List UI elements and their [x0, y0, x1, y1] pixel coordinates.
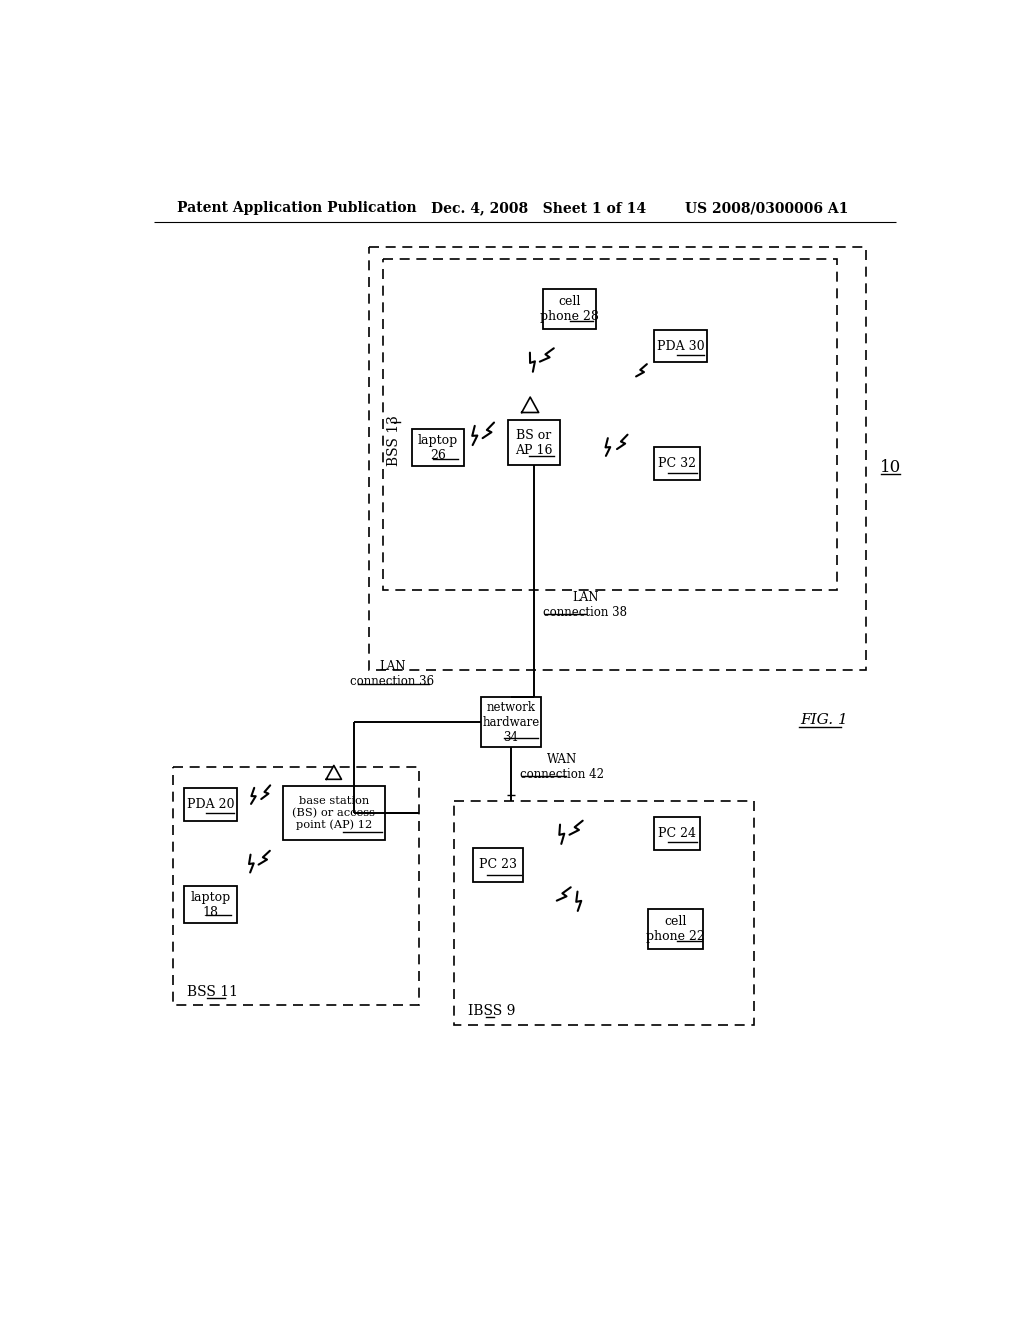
Bar — [648, 909, 703, 949]
Text: Dec. 4, 2008   Sheet 1 of 14: Dec. 4, 2008 Sheet 1 of 14 — [431, 202, 646, 215]
Text: network
hardware
34: network hardware 34 — [482, 701, 540, 744]
Text: BS or
AP 16: BS or AP 16 — [515, 429, 553, 457]
Text: laptop
18: laptop 18 — [190, 891, 230, 919]
Bar — [481, 697, 541, 747]
Text: cell
phone 22: cell phone 22 — [646, 915, 706, 944]
Text: 10: 10 — [880, 458, 901, 475]
Text: laptop
26: laptop 26 — [418, 434, 458, 462]
Bar — [383, 259, 838, 590]
Text: IBSS 9: IBSS 9 — [468, 1003, 515, 1018]
Text: PC 32: PC 32 — [658, 457, 696, 470]
Bar — [654, 817, 700, 850]
Bar — [173, 767, 419, 1006]
Text: base station
(BS) or access
point (AP) 12: base station (BS) or access point (AP) 1… — [292, 796, 376, 830]
Text: PC 23: PC 23 — [479, 858, 517, 871]
Text: LAN
connection 38: LAN connection 38 — [544, 591, 628, 619]
Text: WAN
connection 42: WAN connection 42 — [520, 752, 604, 780]
Bar — [283, 785, 385, 840]
Text: PDA 30: PDA 30 — [656, 339, 705, 352]
Text: BSS 13: BSS 13 — [387, 416, 401, 466]
Text: cell
phone 28: cell phone 28 — [540, 296, 599, 323]
Text: PC 24: PC 24 — [658, 826, 696, 840]
Bar — [184, 886, 237, 923]
Bar — [370, 247, 866, 671]
Bar — [473, 847, 523, 882]
Text: PDA 20: PDA 20 — [187, 797, 234, 810]
Bar — [654, 330, 707, 363]
Bar — [543, 289, 596, 330]
Bar — [184, 788, 237, 821]
Text: FIG. 1: FIG. 1 — [801, 714, 848, 727]
Text: US 2008/0300006 A1: US 2008/0300006 A1 — [685, 202, 848, 215]
Bar — [454, 801, 755, 1024]
Bar — [508, 420, 560, 465]
Bar — [654, 447, 700, 480]
Text: BSS 11: BSS 11 — [186, 985, 238, 998]
Text: Patent Application Publication: Patent Application Publication — [177, 202, 417, 215]
Bar — [412, 429, 464, 466]
Text: LAN
connection 36: LAN connection 36 — [350, 660, 434, 688]
